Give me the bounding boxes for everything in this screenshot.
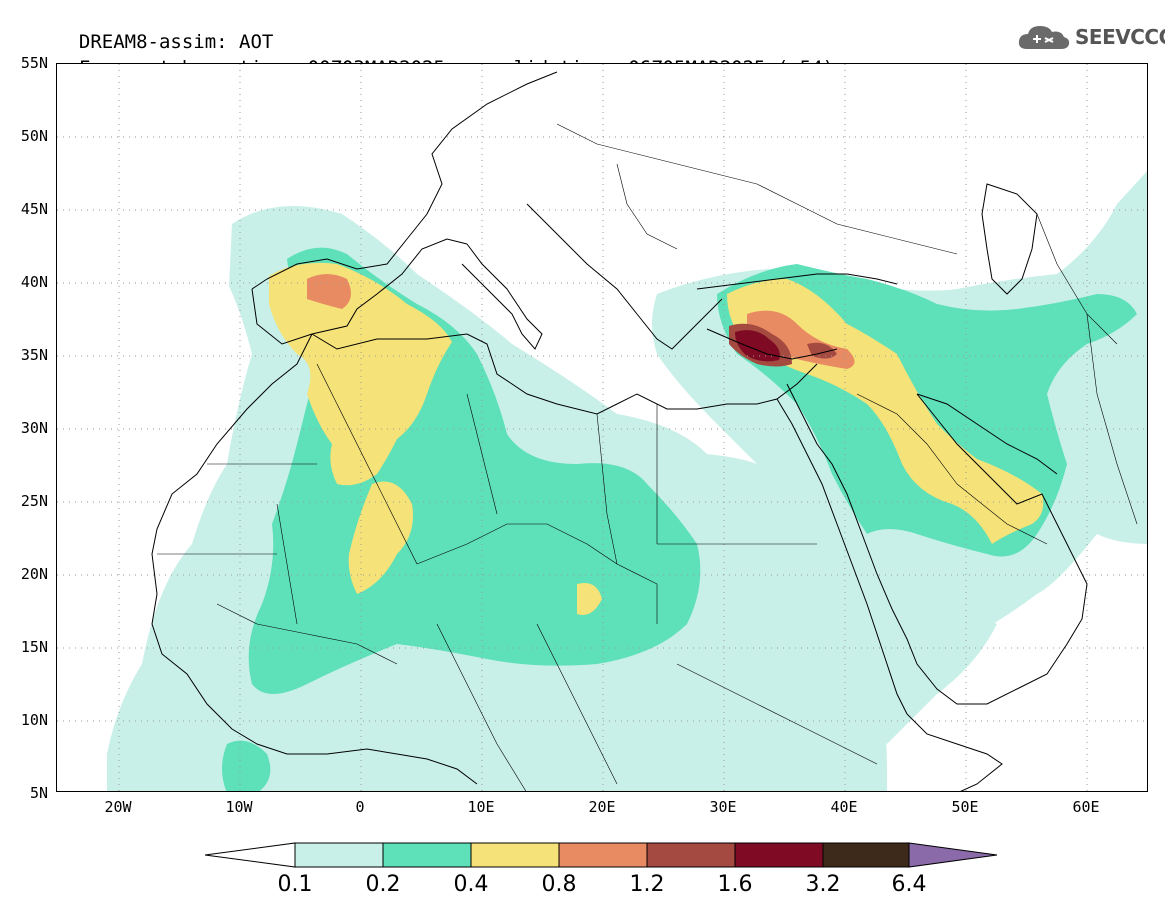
lon-label: 20W bbox=[104, 798, 132, 816]
borders bbox=[157, 123, 1138, 791]
lat-label: 50N bbox=[20, 127, 48, 145]
colorbar-bin bbox=[382, 842, 472, 868]
colorbar-bin bbox=[470, 842, 560, 868]
lon-label: 30E bbox=[709, 798, 737, 816]
lat-label: 55N bbox=[20, 54, 48, 72]
colorbar-over-arrow bbox=[908, 842, 998, 868]
lat-label: 35N bbox=[20, 346, 48, 364]
map-canvas bbox=[57, 64, 1147, 791]
lat-label: 45N bbox=[20, 200, 48, 218]
map-title: DREAM8-assim: AOT bbox=[56, 9, 273, 53]
colorbar-bin bbox=[822, 842, 910, 868]
colorbar-label: 1.6 bbox=[717, 872, 753, 897]
colorbar-bin bbox=[734, 842, 824, 868]
colorbar-under-arrow bbox=[205, 842, 296, 868]
graticule bbox=[57, 64, 1147, 791]
cloud-icon bbox=[1018, 26, 1070, 49]
lat-label: 30N bbox=[20, 419, 48, 437]
lon-label: 40E bbox=[830, 798, 858, 816]
lon-label: 10W bbox=[225, 798, 253, 816]
seevccc-logo: SEEVCCC bbox=[1017, 22, 1165, 52]
lon-label: 0 bbox=[355, 798, 365, 816]
lon-label: 60E bbox=[1072, 798, 1100, 816]
lon-label: 20E bbox=[588, 798, 616, 816]
lon-label: 10E bbox=[467, 798, 495, 816]
colorbar-label: 0.4 bbox=[453, 872, 489, 897]
lat-label: 40N bbox=[20, 273, 48, 291]
colorbar-label: 0.2 bbox=[365, 872, 401, 897]
lat-label: 10N bbox=[20, 711, 48, 729]
colorbar bbox=[205, 842, 998, 868]
title-product: DREAM8-assim: AOT bbox=[78, 31, 274, 53]
logo-text: SEEVCCC bbox=[1075, 25, 1165, 49]
colorbar-label: 0.1 bbox=[277, 872, 313, 897]
colorbar-bin bbox=[294, 842, 384, 868]
colorbar-label: 1.2 bbox=[629, 872, 665, 897]
lat-label: 5N bbox=[29, 784, 48, 802]
aot-layer-1-6 bbox=[735, 330, 780, 362]
lat-label: 25N bbox=[20, 492, 48, 510]
colorbar-bin bbox=[646, 842, 736, 868]
colorbar-bin bbox=[558, 842, 648, 868]
lat-label: 20N bbox=[20, 565, 48, 583]
aot-map bbox=[56, 63, 1148, 792]
colorbar-label: 3.2 bbox=[805, 872, 841, 897]
lon-label: 50E bbox=[951, 798, 979, 816]
colorbar-label: 0.8 bbox=[541, 872, 577, 897]
lat-label: 15N bbox=[20, 638, 48, 656]
colorbar-label: 6.4 bbox=[891, 872, 927, 897]
